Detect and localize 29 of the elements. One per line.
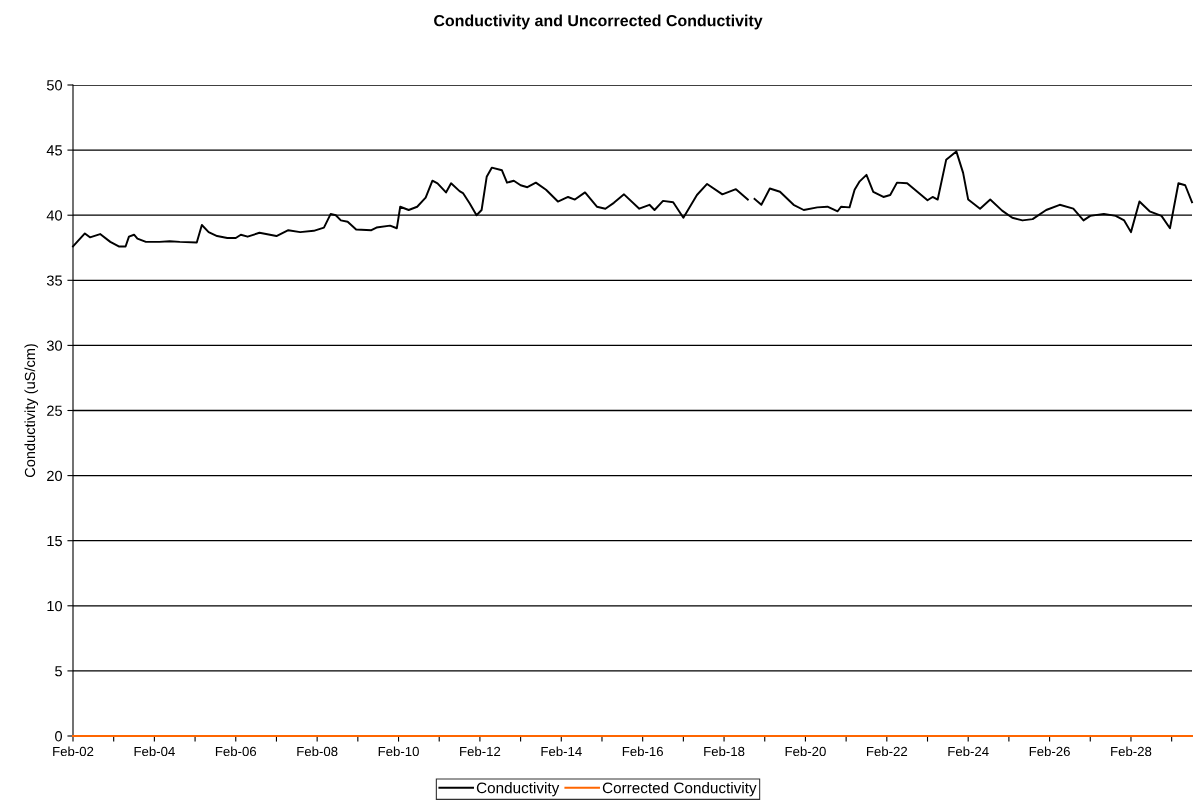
y-tick-label: 15 (47, 535, 62, 547)
x-tick-label: Feb-28 (1111, 746, 1152, 757)
y-tick-label: 5 (55, 666, 62, 677)
y-tick-label: 20 (47, 470, 63, 482)
y-tick-label: 10 (47, 600, 63, 612)
x-tick-label: Feb-18 (704, 746, 745, 757)
y-tick-label: 50 (46, 80, 63, 91)
legend-label: Conductivity (476, 782, 560, 797)
legend-label: Corrected Conductivity (602, 782, 757, 797)
y-tick-label: 30 (46, 340, 63, 351)
y-axis-title: Conductivity (uS/cm) (24, 344, 39, 478)
y-tick-label: 40 (46, 210, 63, 221)
x-tick-label: Feb-02 (53, 746, 94, 757)
x-tick-label: Feb-08 (297, 746, 338, 757)
x-tick-label: Feb-14 (541, 746, 582, 757)
x-tick-label: Feb-10 (378, 746, 419, 757)
x-tick-label: Feb-26 (1029, 746, 1070, 757)
y-tick-label: 45 (46, 145, 62, 156)
x-tick-label: Feb-12 (460, 746, 501, 757)
y-tick-label: 35 (46, 275, 62, 286)
x-tick-label: Feb-22 (867, 746, 908, 757)
y-tick-label: 25 (47, 405, 62, 416)
y-tick-label: 0 (55, 731, 63, 742)
x-tick-label: Feb-06 (215, 746, 257, 757)
x-tick-label: Feb-04 (134, 746, 175, 757)
x-tick-label: Feb-20 (785, 746, 826, 757)
chart-title: Conductivity and Uncorrected Conductivity (434, 14, 763, 30)
x-tick-label: Feb-24 (948, 746, 989, 757)
x-tick-label: Feb-16 (622, 746, 663, 757)
